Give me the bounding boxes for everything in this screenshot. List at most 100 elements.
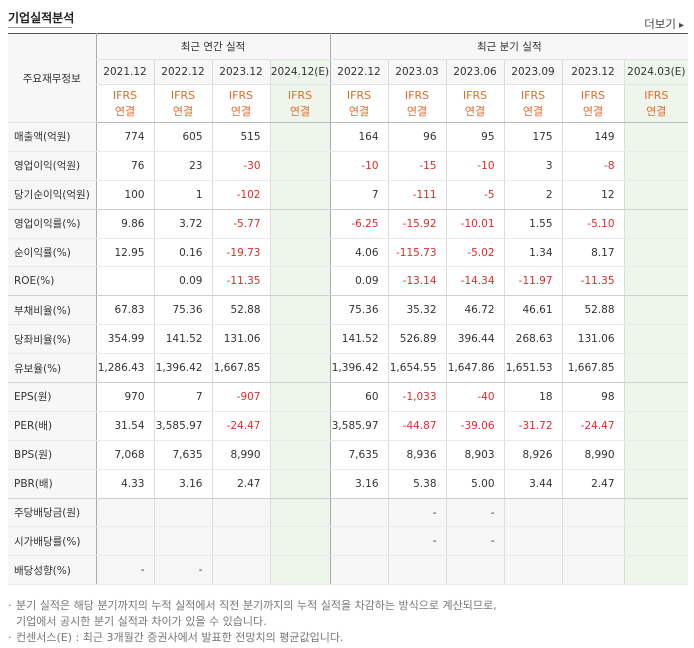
row-label: BPS(원) [8, 440, 96, 470]
table-row: 당기순이익(억원) 100 1 -102 7 -111 -5 2 12 [8, 180, 689, 210]
table-cell [269, 526, 331, 557]
table-cell: 131.06 [211, 324, 270, 355]
table-cell [623, 382, 689, 412]
table-cell: 7,635 [153, 440, 212, 470]
row-label: 시가배당률(%) [8, 526, 96, 557]
basis-header: IFRS 연결 [387, 84, 447, 123]
basis-header: IFRS 연결 [503, 84, 563, 123]
table-cell: 8,926 [503, 440, 563, 470]
table-cell: 0.09 [329, 266, 389, 297]
table-cell: 1,647.86 [445, 353, 505, 384]
table-cell: -10 [329, 151, 389, 181]
table-cell [623, 411, 689, 441]
row-label: PER(배) [8, 411, 96, 441]
table-cell: -44.87 [387, 411, 447, 441]
table-cell: 0.16 [153, 238, 212, 268]
table-row: PBR(배) 4.33 3.16 2.47 3.16 5.38 5.00 3.44 2.47 [8, 469, 689, 499]
more-arrow-icon: ▸ [678, 20, 684, 31]
table-row: EPS(원) 970 7 -907 60 -1,033 -40 18 98 [8, 382, 689, 412]
table-cell: 2.47 [561, 469, 625, 499]
table-cell [269, 324, 331, 355]
basis-header: IFRS 연결 [211, 84, 270, 123]
table-cell: - [445, 498, 505, 528]
table-cell: 7 [329, 180, 389, 210]
section-title: 기업실적분석 [8, 11, 75, 25]
ifrs-basis-label: IFRS 연결 [229, 88, 253, 120]
basis-header: IFRS 연결 [269, 84, 331, 123]
table-cell: 8,990 [561, 440, 625, 470]
table-cell: -8 [561, 151, 625, 181]
table-cell: 98 [561, 382, 625, 412]
row-label: 매출액(억원) [8, 122, 96, 152]
table-row: 배당성향(%) - - [8, 555, 689, 586]
table-cell: -5.02 [445, 238, 505, 268]
basis-header: IFRS 연결 [445, 84, 505, 123]
row-label: PBR(배) [8, 469, 96, 499]
annual-period-header: 2021.12 [95, 59, 154, 85]
basis-top: IFRS [170, 88, 196, 102]
table-cell: 3.16 [329, 469, 389, 499]
table-cell: -11.97 [503, 266, 563, 297]
basis-top: IFRS [346, 88, 372, 102]
row-label: 순이익률(%) [8, 238, 96, 268]
table-cell [387, 555, 447, 586]
row-label: EPS(원) [8, 382, 96, 412]
table-cell: 268.63 [503, 324, 563, 355]
table-cell: 970 [95, 382, 154, 412]
table-cell: -31.72 [503, 411, 563, 441]
table-cell [269, 209, 331, 239]
more-link[interactable]: 더보기 ▸ [644, 16, 684, 32]
table-cell: -102 [211, 180, 270, 210]
table-cell: 76 [95, 151, 154, 181]
table-cell: 7,635 [329, 440, 389, 470]
table-cell: 131.06 [561, 324, 625, 355]
table-cell: - [445, 526, 505, 557]
table-cell [329, 555, 389, 586]
table-cell: 3,585.97 [329, 411, 389, 441]
table-cell: 8,936 [387, 440, 447, 470]
table-cell: 18 [503, 382, 563, 412]
table-row: 영업이익률(%) 9.86 3.72 -5.77 -6.25 -15.92 -10.01 1.… [8, 209, 689, 239]
table-cell: -30 [211, 151, 270, 181]
table-cell [153, 498, 212, 528]
table-cell [95, 526, 154, 557]
table-cell [623, 266, 689, 297]
table-cell: 67.83 [95, 295, 154, 326]
table-cell: 12 [561, 180, 625, 210]
table-cell [445, 555, 505, 586]
table-cell: 4.33 [95, 469, 154, 499]
ifrs-basis-label: IFRS 연결 [171, 88, 195, 120]
ifrs-basis-label: IFRS 연결 [113, 88, 137, 120]
basis-bottom: 연결 [646, 104, 667, 118]
table-cell: - [95, 555, 154, 586]
ifrs-basis-label: IFRS 연결 [405, 88, 429, 120]
table-cell: -24.47 [211, 411, 270, 441]
table-cell: 1,286.43 [95, 353, 154, 384]
table-cell: 60 [329, 382, 389, 412]
table-cell: -10 [445, 151, 505, 181]
table-cell: 52.88 [211, 295, 270, 326]
table-cell [269, 353, 331, 384]
row-label: ROE(%) [8, 266, 96, 297]
table-cell: -39.06 [445, 411, 505, 441]
table-cell [269, 295, 331, 326]
table-cell: 354.99 [95, 324, 154, 355]
table-cell: 8,903 [445, 440, 505, 470]
table-cell: 95 [445, 122, 505, 152]
ifrs-basis-label: IFRS 연결 [521, 88, 545, 120]
table-cell [269, 411, 331, 441]
quarterly-period-header: 2023.06 [445, 59, 505, 85]
table-cell: 396.44 [445, 324, 505, 355]
label-column-header: 주요재무정보 [8, 33, 96, 123]
table-cell: -6.25 [329, 209, 389, 239]
table-cell: -15.92 [387, 209, 447, 239]
basis-top: IFRS [462, 88, 488, 102]
note-1-cont: 기업에서 공시한 분기 실적과 차이가 있을 수 있습니다. [16, 615, 267, 628]
table-cell [623, 324, 689, 355]
table-cell [561, 526, 625, 557]
table-cell: 1,651.53 [503, 353, 563, 384]
basis-top: IFRS [228, 88, 254, 102]
more-label: 더보기 [644, 17, 676, 31]
table-cell [269, 180, 331, 210]
notes: · 분기 실적은 해당 분기까지의 누적 실적에서 직전 분기까지의 누적 실적을… [8, 598, 497, 646]
